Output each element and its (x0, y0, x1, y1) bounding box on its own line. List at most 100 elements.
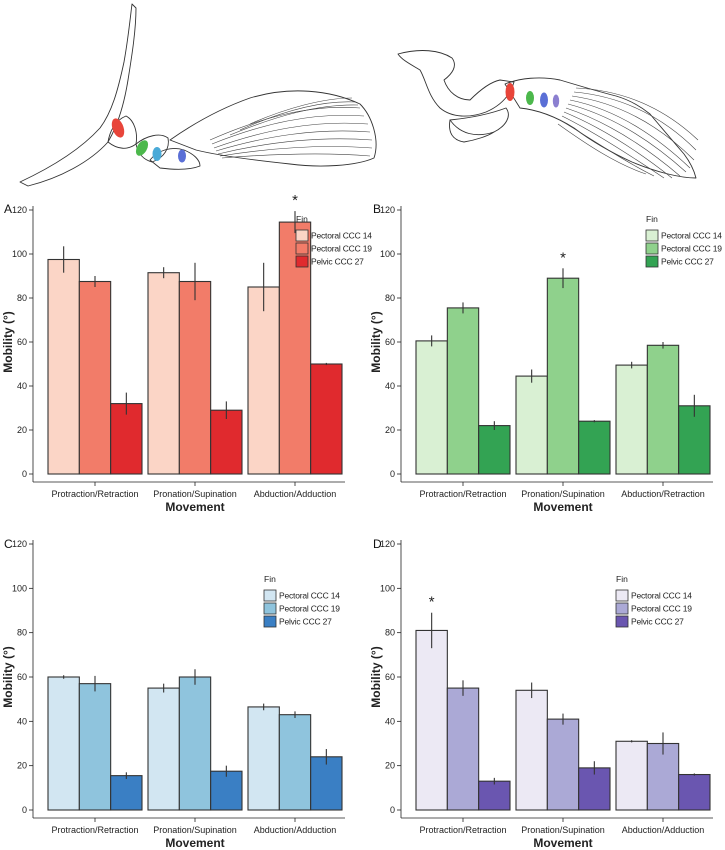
y-tick-label: 100 (12, 583, 27, 593)
y-tick-label: 20 (17, 425, 27, 435)
legend-label: Pelvic CCC 27 (631, 617, 684, 627)
legend-label: Pelvic CCC 27 (661, 257, 714, 267)
legend-title: Fin (646, 214, 658, 224)
bar (47, 258, 80, 475)
bar (678, 773, 711, 811)
bar (247, 706, 280, 811)
bar (110, 775, 143, 811)
y-tick-label: 60 (385, 672, 395, 682)
legend-swatch (645, 242, 659, 255)
green-joint-marker (526, 91, 534, 105)
bar (78, 683, 112, 811)
y-tick-label: 80 (17, 628, 27, 638)
significance-marker: * (429, 594, 435, 611)
x-tick-label: Pronation/Supination (521, 825, 605, 835)
bar (446, 307, 480, 475)
y-tick-label: 20 (17, 761, 27, 771)
legend-swatch (263, 589, 277, 602)
y-tick-label: 40 (17, 381, 27, 391)
bar (47, 676, 80, 811)
y-axis-label: Mobility (°) (1, 646, 15, 707)
x-tick-label: Pronation/Supination (153, 825, 237, 835)
y-tick-label: 0 (390, 469, 395, 479)
bar (78, 280, 112, 475)
blue-joint-marker (178, 149, 186, 163)
y-tick-label: 40 (385, 381, 395, 391)
x-tick-label: Protraction/Retraction (51, 825, 138, 835)
x-tick-label: Abduction/Adduction (254, 825, 337, 835)
pectoral-fin-rays (209, 97, 373, 159)
x-axis-label: Movement (533, 500, 592, 514)
panel-label: C (4, 537, 13, 551)
legend-label: Pectoral CCC 19 (279, 604, 340, 614)
bar (247, 286, 280, 475)
legend-title: Fin (264, 574, 276, 584)
y-axis-label: Mobility (°) (1, 311, 15, 372)
pectoral-fin-illustration (19, 3, 377, 187)
legend-label: Pectoral CCC 19 (631, 604, 692, 614)
bar (578, 767, 611, 811)
bar (210, 409, 243, 475)
legend-swatch (263, 602, 277, 615)
y-tick-label: 80 (385, 293, 395, 303)
y-tick-label: 0 (390, 805, 395, 815)
bar (210, 770, 243, 811)
legend-swatch (615, 602, 629, 615)
y-tick-label: 60 (17, 337, 27, 347)
legend-label: Pectoral CCC 14 (311, 231, 372, 241)
y-tick-label: 120 (380, 205, 395, 215)
bar (178, 676, 212, 811)
x-tick-label: Protraction/Retraction (51, 489, 138, 499)
y-tick-label: 100 (380, 583, 395, 593)
pelvic-fin-rays (557, 87, 699, 179)
bar (278, 714, 312, 811)
legend-swatch (645, 255, 659, 268)
bar (678, 405, 711, 475)
bar (310, 363, 343, 475)
bar (446, 687, 480, 811)
legend-label: Pelvic CCC 27 (279, 617, 332, 627)
significance-marker: * (560, 249, 566, 266)
y-tick-label: 100 (12, 249, 27, 259)
x-axis-label: Movement (165, 500, 224, 514)
bar (415, 629, 448, 811)
legend-swatch (295, 242, 309, 255)
legend-label: Pelvic CCC 27 (311, 257, 364, 267)
legend-label: Pectoral CCC 14 (631, 591, 692, 601)
y-axis-label: Mobility (°) (369, 311, 383, 372)
bar (546, 718, 580, 811)
legend-label: Pectoral CCC 14 (279, 591, 340, 601)
bar (615, 740, 648, 811)
legend-swatch (615, 589, 629, 602)
legend-swatch (615, 615, 629, 628)
y-tick-label: 0 (22, 805, 27, 815)
chart-panel-c: C 0 20 40 60 80 100 120 Mobility (°) Protraction/… (1, 537, 345, 850)
x-axis-label: Movement (165, 836, 224, 850)
bar (147, 272, 180, 475)
red-joint-marker (111, 118, 125, 138)
pelvic-fin-illustration (397, 50, 699, 179)
bar (515, 689, 548, 811)
y-tick-label: 100 (380, 249, 395, 259)
bar (546, 277, 580, 475)
legend-label: Pectoral CCC 19 (311, 244, 372, 254)
bar (478, 425, 511, 475)
light-blue-joint-marker (152, 147, 162, 161)
chart-panel-d: D 0 20 40 60 80 100 120 Mobility (°) Protraction/… (369, 537, 713, 850)
chart-panel-a: A 0 20 40 60 80 100 120 Mobility (°) Protraction/… (1, 192, 372, 514)
x-tick-label: Protraction/Retraction (419, 825, 506, 835)
significance-marker: * (292, 192, 298, 209)
x-tick-label: Protraction/Retraction (419, 489, 506, 499)
bar (646, 344, 680, 475)
y-tick-label: 80 (385, 628, 395, 638)
y-axis-label: Mobility (°) (369, 646, 383, 707)
y-tick-label: 20 (385, 425, 395, 435)
legend-label: Pectoral CCC 19 (661, 244, 722, 254)
y-tick-label: 120 (12, 205, 27, 215)
x-tick-label: Abduction/Adduction (622, 825, 705, 835)
legend-swatch (263, 615, 277, 628)
y-tick-label: 0 (22, 469, 27, 479)
